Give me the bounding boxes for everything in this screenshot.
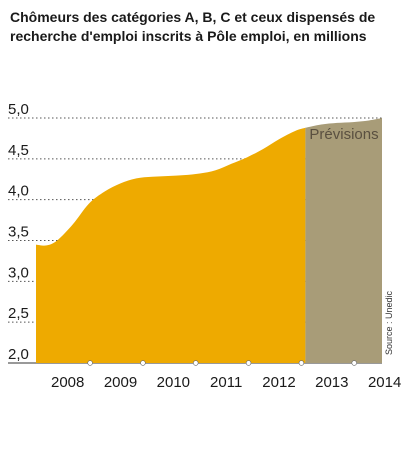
- year-tick-mark: [351, 360, 357, 366]
- chart-title: Chômeurs des catégories A, B, C et ceux …: [10, 9, 376, 44]
- y-tick-label: 2,5: [8, 305, 29, 322]
- y-tick-label: 3,5: [8, 224, 29, 241]
- area-layer: [36, 118, 382, 363]
- x-tick-label: 2011: [210, 374, 242, 391]
- x-tick-label: 2014: [368, 374, 401, 391]
- forecast-area: [305, 118, 382, 363]
- source-label: Source : Unedic: [384, 290, 394, 355]
- year-tick-mark: [87, 360, 93, 366]
- x-tick-label: 2010: [157, 374, 190, 391]
- y-tick-label: 2,0: [8, 346, 29, 363]
- year-tick-mark: [193, 360, 199, 366]
- year-tick-mark: [298, 360, 305, 366]
- x-tick-label: 2008: [51, 374, 84, 391]
- y-tick-label: 4,5: [8, 142, 29, 159]
- actual-area: [36, 127, 306, 363]
- y-tick-label: 4,0: [8, 183, 29, 200]
- marks-layer: [87, 360, 357, 366]
- year-tick-mark: [140, 360, 146, 366]
- y-tick-label: 5,0: [8, 101, 29, 118]
- year-tick-mark: [245, 360, 252, 366]
- x-tick-label: 2009: [104, 374, 137, 391]
- forecast-label: Prévisions: [309, 126, 378, 143]
- x-tick-label: 2013: [315, 374, 348, 391]
- x-tick-label: 2012: [262, 374, 295, 391]
- y-tick-label: 3,0: [8, 264, 29, 281]
- labels-layer: 2,0 2,5 3,0 3,5 4,0 4,5 5,0 2008 2009 2010 2011 201…: [8, 101, 401, 391]
